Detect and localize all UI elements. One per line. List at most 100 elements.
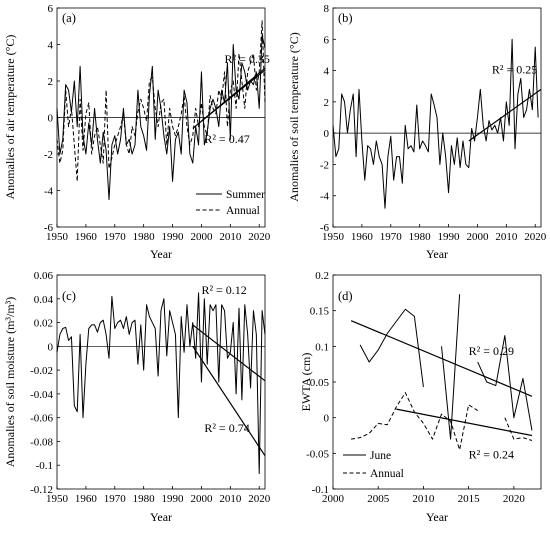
y-tick-label: 0.1: [315, 341, 329, 353]
r2-annotation: R² = 0.24: [469, 447, 514, 461]
panel-d: 2000 2005 2010 2015 2020 -0.1 -0.05 0 0.05 0.1 0.1…: [299, 270, 542, 524]
series-line-june: [477, 335, 533, 431]
panel-b: 1950 1960 1970 1980 1990 2000 2010 2020 -6 -4 -2 0 2…: [287, 3, 547, 261]
x-tick-label: 2020: [248, 493, 271, 505]
y-tick-label: 4: [324, 66, 330, 78]
y-tick-label: 0.05: [310, 377, 330, 389]
y-tick-label: 8: [324, 3, 330, 15]
x-tick-label: 2010: [495, 231, 518, 243]
series-line-annual: [504, 417, 533, 441]
legend-label: Annual: [370, 468, 404, 480]
x-tick-label: 2010: [219, 231, 242, 243]
x-axis-label: Year: [426, 247, 448, 261]
y-tick-label: -0.1: [36, 460, 53, 472]
x-tick-label: 2020: [503, 493, 526, 505]
y-tick-label: 0.15: [310, 306, 330, 318]
y-tick-label: 0: [48, 113, 54, 125]
legend: Summer Annual: [196, 189, 265, 217]
y-tick-label: -6: [44, 222, 54, 234]
panel-label: (d): [338, 289, 353, 303]
panel-label: (a): [62, 11, 76, 25]
x-tick-label: 2020: [248, 231, 271, 243]
x-tick-label: 1990: [438, 231, 461, 243]
x-tick-label: 1990: [162, 231, 185, 243]
y-tick-label: 4: [48, 40, 54, 52]
trend-line: [201, 69, 266, 122]
panel-c: 1950 1960 1970 1980 1990 2000 2010 2020 -0.12 -0.…: [3, 270, 271, 524]
y-tick-label: 6: [324, 34, 330, 46]
x-tick-label: 2015: [458, 493, 481, 505]
x-axis-label: Year: [426, 510, 448, 524]
x-tick-label: 1990: [162, 493, 185, 505]
x-tick-label: 1950: [322, 231, 345, 243]
y-axis-label: Anomalies of soil moisture (m³/m³): [3, 297, 17, 468]
x-tick-label: 1950: [46, 231, 69, 243]
series-line-june: [441, 294, 461, 440]
y-tick-label: 6: [48, 3, 54, 15]
y-tick-label: -6: [320, 222, 330, 234]
y-tick-label: -0.06: [30, 413, 53, 425]
x-axis-label: Year: [150, 510, 172, 524]
panel-a: 1950 1960 1970 1980 1990 2000 2010 2020 -6 -4 -2 0 2…: [3, 3, 271, 261]
y-tick-label: 2: [324, 97, 330, 109]
y-tick-label: 0.04: [34, 294, 54, 306]
r2-annotation: R² = 0.25: [492, 63, 537, 77]
legend-label: Annual: [226, 205, 260, 217]
y-tick-label: 0.06: [34, 270, 54, 282]
y-tick-label: 0: [324, 128, 330, 140]
y-tick-label: 0: [48, 341, 54, 353]
x-tick-label: 2005: [367, 493, 390, 505]
y-axis-label: Anomalies of air temperature (°C): [3, 35, 17, 200]
legend: June Annual: [343, 450, 404, 480]
x-tick-label: 1970: [104, 231, 127, 243]
series-line-data: [56, 292, 266, 475]
r2-annotation: R² = 0.35: [225, 52, 270, 66]
trend-line: [192, 346, 266, 457]
y-tick-label: -0.12: [30, 484, 53, 496]
y-axis-label: EWTA (cm): [299, 353, 313, 412]
y-tick-label: -2: [320, 159, 329, 171]
x-tick-label: 2000: [190, 493, 213, 505]
series-line-data: [332, 38, 539, 209]
y-tick-label: -0.08: [30, 436, 53, 448]
panel-label: (b): [338, 11, 353, 25]
y-tick-label: -4: [320, 191, 330, 203]
trend-line: [396, 408, 533, 437]
y-tick-label: -0.02: [30, 365, 53, 377]
x-tick-label: 1980: [133, 493, 156, 505]
r2-annotation: R² = 0.12: [201, 283, 246, 297]
y-tick-label: -4: [44, 186, 54, 198]
x-tick-label: 1960: [75, 231, 98, 243]
panel-label: (c): [62, 289, 76, 303]
legend-label: June: [370, 450, 391, 462]
x-tick-label: 2010: [412, 493, 435, 505]
plot-frame: [56, 274, 266, 490]
y-tick-label: -0.1: [312, 484, 329, 496]
x-tick-label: 1970: [380, 231, 403, 243]
x-tick-label: 2000: [322, 493, 345, 505]
trend-line: [468, 88, 542, 142]
x-axis-label: Year: [150, 247, 172, 261]
x-tick-label: 1960: [351, 231, 374, 243]
x-tick-label: 2000: [190, 231, 213, 243]
series-line-annual: [351, 392, 478, 451]
y-axis-label: Anomalies of soil temperature (°C): [287, 32, 301, 201]
x-tick-label: 2010: [219, 493, 242, 505]
plot-frame: [332, 7, 542, 228]
trend-line: [192, 324, 266, 382]
legend-label: Summer: [226, 189, 265, 201]
r2-annotation: R² = 0.74: [204, 421, 249, 435]
r2-annotation: R² = 0.29: [469, 344, 514, 358]
r2-annotation: R² = 0.47: [204, 132, 249, 146]
x-tick-label: 1950: [46, 493, 69, 505]
y-tick-label: -0.04: [30, 389, 53, 401]
series-line-summer: [56, 34, 266, 201]
y-tick-label: 0.2: [315, 270, 329, 282]
y-tick-label: 2: [48, 76, 54, 88]
x-tick-label: 2020: [524, 231, 547, 243]
x-tick-label: 1970: [104, 493, 127, 505]
x-tick-label: 1980: [133, 231, 156, 243]
trend-line: [350, 320, 533, 397]
x-tick-label: 1980: [409, 231, 432, 243]
